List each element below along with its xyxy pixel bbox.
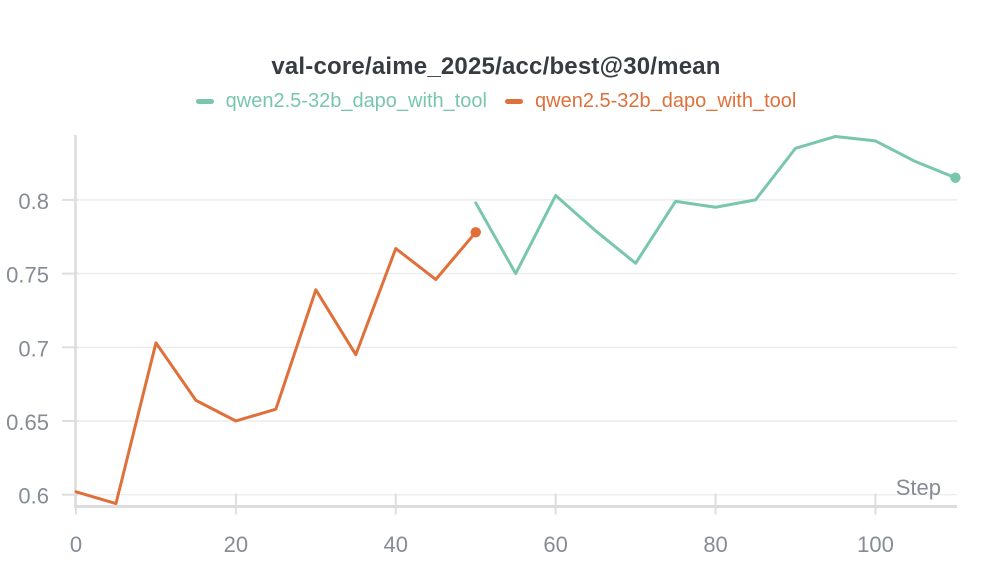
x-tick-label: 60	[543, 532, 567, 557]
x-axis-label: Step	[896, 475, 941, 500]
legend-swatch-orange-icon	[505, 98, 523, 104]
legend-item-run-2[interactable]: qwen2.5-32b_dapo_with_tool	[505, 91, 796, 111]
y-tick-label: 0.8	[18, 189, 49, 214]
x-tick-label: 40	[384, 532, 408, 557]
y-tick-label: 0.7	[18, 336, 49, 361]
legend-label-run-2: qwen2.5-32b_dapo_with_tool	[535, 90, 797, 112]
y-tick-label: 0.75	[6, 263, 49, 288]
legend: qwen2.5-32b_dapo_with_tool qwen2.5-32b_d…	[0, 91, 992, 111]
legend-label-run-1: qwen2.5-32b_dapo_with_tool	[225, 90, 487, 112]
series-endpoint-dot-1	[470, 227, 481, 238]
series-endpoint-dot-2	[950, 172, 961, 183]
x-tick-label: 20	[224, 532, 248, 557]
x-tick-label: 0	[70, 532, 82, 557]
x-tick-label: 80	[703, 532, 727, 557]
x-tick-label: 100	[857, 532, 894, 557]
legend-item-run-1[interactable]: qwen2.5-32b_dapo_with_tool	[195, 90, 487, 112]
y-tick-label: 0.6	[18, 484, 49, 509]
y-tick-label: 0.65	[6, 410, 49, 435]
legend-swatch-teal-icon	[195, 98, 214, 104]
chart-title: val-core/aime_2025/acc/best@30/mean	[271, 53, 721, 80]
series-line-1	[74, 230, 478, 506]
series-line-2	[474, 134, 957, 276]
